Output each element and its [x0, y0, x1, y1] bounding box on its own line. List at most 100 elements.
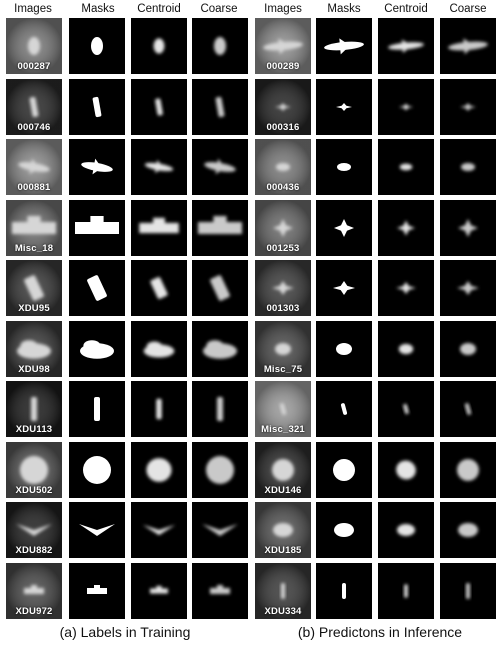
- left-row5-coarse-tile: [192, 260, 248, 316]
- left-row10-coarse-tile: [192, 563, 248, 619]
- left-row9-centroid-tile: [131, 502, 187, 558]
- header-images-left: Images: [14, 3, 52, 15]
- left-row5-centroid-tile: [131, 260, 187, 316]
- right-row9-mask-tile: [316, 502, 372, 558]
- right-row2-coarse-tile: [440, 79, 496, 135]
- right-row6-centroid-tile: [378, 321, 434, 377]
- right-row6-coarse-tile: [440, 321, 496, 377]
- left-row3-mask-tile: [69, 139, 125, 195]
- caption-left: (a) Labels in Training: [59, 624, 191, 640]
- right-row10-mask-tile: [316, 563, 372, 619]
- right-row8-coarse-tile: [440, 442, 496, 498]
- right-row6-mask-tile: [316, 321, 372, 377]
- left-row4-centroid-tile: [131, 200, 187, 256]
- right-row2-centroid-tile: [378, 79, 434, 135]
- right-row3-coarse-tile: [440, 139, 496, 195]
- left-row6-mask-tile: [69, 321, 125, 377]
- right-image-id-label: 000436: [266, 182, 300, 193]
- right-row8-image-tile: XDU146: [255, 442, 311, 498]
- right-row9-image-tile: XDU185: [255, 502, 311, 558]
- left-row4-mask-tile: [69, 200, 125, 256]
- left-row1-image-tile: 000287: [6, 18, 62, 74]
- left-row9-coarse-tile: [192, 502, 248, 558]
- left-image-id-label: XDU882: [15, 545, 53, 556]
- header-masks-right: Masks: [327, 3, 361, 15]
- left-row1-coarse-tile: [192, 18, 248, 74]
- right-image-id-label: 000316: [266, 122, 300, 133]
- header-masks-left: Masks: [81, 3, 115, 15]
- right-row5-coarse-tile: [440, 260, 496, 316]
- right-row8-mask-tile: [316, 442, 372, 498]
- left-row8-centroid-tile: [131, 442, 187, 498]
- right-image-id-label: Misc_75: [263, 364, 303, 375]
- left-row7-centroid-tile: [131, 381, 187, 437]
- right-row4-centroid-tile: [378, 200, 434, 256]
- left-row1-centroid-tile: [131, 18, 187, 74]
- caption-right: (b) Predictons in Inference: [297, 624, 463, 640]
- left-image-id-label: XDU502: [15, 485, 53, 496]
- left-row3-centroid-tile: [131, 139, 187, 195]
- right-image-id-label: 001303: [266, 303, 300, 314]
- left-row2-centroid-tile: [131, 79, 187, 135]
- left-row4-image-tile: Misc_18: [6, 200, 62, 256]
- left-image-id-label: 000746: [17, 122, 51, 133]
- right-row1-mask-tile: [316, 18, 372, 74]
- right-row3-centroid-tile: [378, 139, 434, 195]
- left-row10-centroid-tile: [131, 563, 187, 619]
- left-image-id-label: XDU972: [15, 606, 53, 617]
- right-row5-mask-tile: [316, 260, 372, 316]
- left-row7-image-tile: XDU113: [6, 381, 62, 437]
- left-row8-coarse-tile: [192, 442, 248, 498]
- right-image-id-label: XDU334: [264, 606, 302, 617]
- left-row2-mask-tile: [69, 79, 125, 135]
- right-row5-centroid-tile: [378, 260, 434, 316]
- left-row6-centroid-tile: [131, 321, 187, 377]
- header-images-right: Images: [264, 3, 302, 15]
- right-row8-centroid-tile: [378, 442, 434, 498]
- left-row2-image-tile: 000746: [6, 79, 62, 135]
- left-row8-mask-tile: [69, 442, 125, 498]
- left-row6-coarse-tile: [192, 321, 248, 377]
- right-row7-mask-tile: [316, 381, 372, 437]
- right-row7-image-tile: Misc_321: [255, 381, 311, 437]
- header-coarse-left: Coarse: [200, 3, 238, 15]
- right-row1-image-tile: 000289: [255, 18, 311, 74]
- right-row7-centroid-tile: [378, 381, 434, 437]
- right-row9-coarse-tile: [440, 502, 496, 558]
- right-row2-image-tile: 000316: [255, 79, 311, 135]
- left-image-id-label: XDU113: [15, 424, 53, 435]
- left-row5-mask-tile: [69, 260, 125, 316]
- right-image-id-label: Misc_321: [261, 424, 305, 435]
- left-row7-mask-tile: [69, 381, 125, 437]
- left-row9-image-tile: XDU882: [6, 502, 62, 558]
- left-row10-mask-tile: [69, 563, 125, 619]
- left-image-id-label: XDU98: [18, 364, 50, 375]
- right-row10-coarse-tile: [440, 563, 496, 619]
- right-row4-image-tile: 001253: [255, 200, 311, 256]
- right-row7-coarse-tile: [440, 381, 496, 437]
- right-image-id-label: XDU146: [264, 485, 302, 496]
- left-row6-image-tile: XDU98: [6, 321, 62, 377]
- right-row1-centroid-tile: [378, 18, 434, 74]
- right-row4-mask-tile: [316, 200, 372, 256]
- right-image-id-label: XDU185: [264, 545, 302, 556]
- left-row4-coarse-tile: [192, 200, 248, 256]
- right-row3-mask-tile: [316, 139, 372, 195]
- right-row3-image-tile: 000436: [255, 139, 311, 195]
- right-row10-image-tile: XDU334: [255, 563, 311, 619]
- left-row7-coarse-tile: [192, 381, 248, 437]
- right-image-id-label: 000289: [266, 61, 300, 72]
- left-image-id-label: Misc_18: [14, 243, 54, 254]
- left-row8-image-tile: XDU502: [6, 442, 62, 498]
- left-row9-mask-tile: [69, 502, 125, 558]
- right-row1-coarse-tile: [440, 18, 496, 74]
- right-row6-image-tile: Misc_75: [255, 321, 311, 377]
- header-coarse-right: Coarse: [449, 3, 487, 15]
- left-row3-coarse-tile: [192, 139, 248, 195]
- right-row10-centroid-tile: [378, 563, 434, 619]
- right-image-id-label: 001253: [266, 243, 300, 254]
- right-row4-coarse-tile: [440, 200, 496, 256]
- left-row10-image-tile: XDU972: [6, 563, 62, 619]
- left-row2-coarse-tile: [192, 79, 248, 135]
- right-row2-mask-tile: [316, 79, 372, 135]
